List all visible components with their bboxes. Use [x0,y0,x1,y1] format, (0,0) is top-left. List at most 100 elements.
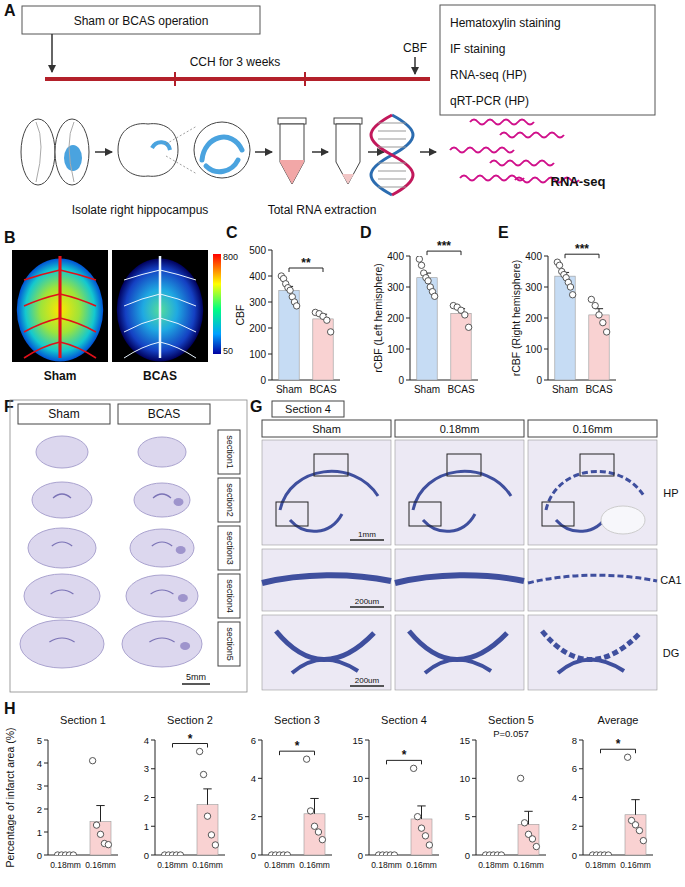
y-tick-label: 4 [37,758,42,769]
y-tick-label: 3 [37,781,42,792]
significance: * [616,737,621,751]
y-tick-label: 300 [525,282,542,293]
y-tick [151,797,155,798]
y-tick [151,768,155,769]
scale-bar [350,685,384,687]
brain-slice [138,437,186,467]
x-tick-label: 0.16mm [620,860,651,870]
methods-box [440,5,655,115]
data-point [416,256,422,262]
helix-rung [378,139,406,140]
x-tick-label: 0.16mm [513,860,544,870]
helix-strand [371,115,413,195]
data-point [533,843,539,849]
x-tick-label: 0.18mm [50,860,81,870]
plot-marks [278,273,334,380]
lesion [174,498,184,506]
data-point [208,832,214,838]
histology-image [395,549,524,611]
y-tick [268,354,272,355]
operation-text: Sham or BCAS operation [74,14,209,28]
x-tick-label: 0.16mm [299,860,330,870]
plot-marks [589,754,646,855]
header-box [528,420,657,437]
histology-image [528,440,657,545]
zoom-line [166,156,197,174]
colorbar-label: 50 [223,346,233,356]
y-tick-label: 2 [572,821,577,832]
p-value: P=0.057 [493,728,529,739]
data-point [596,312,602,318]
image-label: Sham [44,369,77,383]
arrow [255,151,272,153]
scale-label: 200um [355,676,380,685]
bar [417,278,437,380]
data-point [105,841,111,847]
dg-layer [558,659,624,673]
x-tick-label: 0.16mm [406,860,437,870]
y-tick-label: 500 [249,245,266,256]
x-tick-label: Sham [414,384,440,395]
y-tick-label: 0 [37,850,42,861]
y-tick-label: 0 [398,375,404,386]
data-point [425,278,431,284]
brain-sulci [36,122,74,182]
y-tick-label: 1 [144,821,149,832]
y-tick [579,740,583,741]
x-tick-label: 0.18mm [478,860,509,870]
inset-box [409,502,441,526]
hippocampus-region [64,145,82,171]
y-tick [268,380,272,381]
x-tick-label: 0.18mm [585,860,616,870]
y-tick [365,855,369,856]
scale-bar [182,683,210,685]
data-point [588,296,594,302]
histology-image [528,549,657,611]
operation-box [22,6,260,34]
panel-label: D [360,224,372,241]
helix-rung [378,147,406,148]
y-tick-label: 100 [387,344,404,355]
row-label: CA1 [660,574,681,586]
ventricle [51,590,74,594]
data-point [624,754,630,760]
data-point [293,303,299,309]
header-box [395,420,524,437]
histology-image [395,440,524,545]
data-point [324,317,330,323]
y-tick [472,816,476,817]
lesion [178,594,188,602]
step-label: Total RNA extraction [268,203,377,217]
y-axis [48,740,49,855]
plot-marks [54,758,111,856]
data-point [414,813,420,819]
brain-slice [36,436,88,468]
y-tick [268,250,272,251]
inset-box [276,502,308,526]
row-label: HP [663,487,678,499]
brain-slice [28,528,96,568]
zoom-line [166,126,197,144]
inset-box [542,502,574,526]
data-point [303,756,309,762]
y-tick [268,276,272,277]
histology-image [528,615,657,690]
speckle-image [12,250,108,362]
hippocampus-ca [546,471,644,510]
y-tick-label: 300 [387,282,404,293]
ca1-layer [528,575,657,583]
bar [90,822,111,855]
plot-marks [554,259,610,380]
data-point [422,833,428,839]
rna-read [450,148,514,153]
row-label: section1 [225,435,235,469]
y-tick [544,256,548,257]
method-text: IF staining [450,42,505,56]
scale-bar [350,539,384,541]
panel-label: E [498,224,509,241]
y-tick-label: 400 [525,251,542,262]
y-tick-label: 0 [572,850,577,861]
arrow [368,151,384,153]
y-tick-label: 0 [465,850,470,861]
x-tick-label: Sham [276,384,302,395]
